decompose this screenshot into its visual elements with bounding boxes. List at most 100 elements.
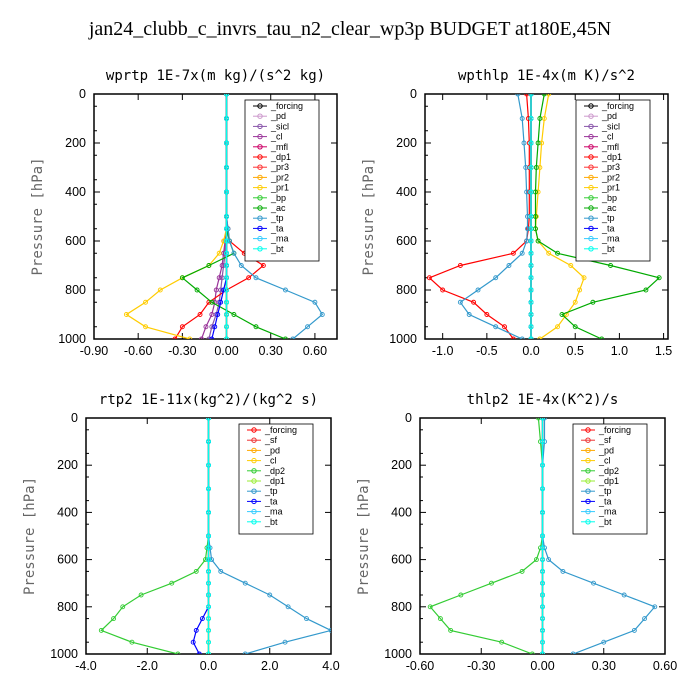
data-point xyxy=(528,165,534,170)
x-tick-label: -2.0 xyxy=(136,659,158,673)
legend-marker xyxy=(588,215,594,221)
legend-label: _ta xyxy=(270,223,284,233)
legend-marker xyxy=(588,195,594,201)
y-tick-label: 600 xyxy=(391,553,412,567)
data-point xyxy=(546,94,552,97)
data-point xyxy=(218,568,224,574)
data-point xyxy=(224,116,229,121)
data-point xyxy=(209,312,215,317)
data-point xyxy=(523,165,529,170)
series-line-tp xyxy=(459,94,529,339)
data-point xyxy=(206,651,211,654)
y-tick-label: 0 xyxy=(79,87,86,101)
data-point xyxy=(283,336,288,339)
legend-label: _ta xyxy=(601,223,615,233)
x-tick-label: -0.90 xyxy=(80,344,109,358)
data-point xyxy=(535,418,541,421)
legend-marker xyxy=(257,144,263,150)
data-point xyxy=(570,651,576,654)
data-point xyxy=(224,140,229,146)
legend-label: _pr2 xyxy=(601,172,620,182)
data-point xyxy=(209,336,215,339)
series-line-dp1 xyxy=(428,94,530,339)
data-point xyxy=(215,312,221,317)
data-point xyxy=(206,336,212,339)
plot-frame xyxy=(93,93,338,340)
data-point xyxy=(590,299,596,305)
legend-marker xyxy=(585,519,591,525)
x-tick-label: 2.0 xyxy=(261,659,278,673)
legend-marker xyxy=(257,123,263,130)
legend-marker xyxy=(257,205,263,211)
data-point xyxy=(206,639,211,645)
legend-marker xyxy=(588,225,594,232)
legend-label: _dp1 xyxy=(601,152,622,162)
data-point xyxy=(216,250,222,256)
data-point xyxy=(519,336,525,339)
data-point xyxy=(282,639,288,645)
data-point xyxy=(519,116,525,121)
data-point xyxy=(285,604,291,610)
data-point xyxy=(123,312,129,317)
data-point xyxy=(499,639,505,645)
data-point xyxy=(555,250,560,256)
data-point xyxy=(260,263,266,268)
legend-marker xyxy=(251,488,257,494)
data-point xyxy=(528,140,534,146)
x-tick-label: 0.0 xyxy=(200,659,217,673)
legend-marker xyxy=(588,235,594,242)
legend-label: _pr3 xyxy=(270,162,289,172)
data-point xyxy=(540,627,545,633)
legend-label: _dp1 xyxy=(270,152,291,162)
legend-label: _forcing xyxy=(598,425,631,435)
panel-title: wprtp 1E-7x(m kg)/(s^2 kg) xyxy=(106,68,325,84)
data-point xyxy=(206,263,212,268)
y-tick-label: 1000 xyxy=(50,647,78,661)
data-point xyxy=(206,509,211,515)
legend-label: _cl xyxy=(270,132,283,142)
legend-label: _tp xyxy=(601,213,615,223)
data-point xyxy=(493,324,499,330)
data-point xyxy=(528,116,534,121)
legend-label: _pr1 xyxy=(601,183,620,193)
y-tick-label: 600 xyxy=(57,553,78,567)
data-point xyxy=(206,568,211,574)
legend-marker xyxy=(251,457,257,464)
legend-marker xyxy=(588,184,594,191)
data-point xyxy=(440,287,446,293)
legend-marker xyxy=(588,164,594,170)
legend-marker xyxy=(585,457,591,464)
legend-marker xyxy=(585,508,591,515)
data-point xyxy=(475,287,481,293)
data-point xyxy=(458,592,464,598)
y-tick-label: 200 xyxy=(391,458,412,472)
data-point xyxy=(213,287,219,293)
data-point xyxy=(493,275,499,281)
legend-label: _tp xyxy=(270,213,284,223)
legend-marker xyxy=(585,447,591,454)
legend-label: _pd xyxy=(270,111,286,121)
data-point xyxy=(253,324,259,330)
data-point xyxy=(608,263,614,268)
data-point xyxy=(196,651,202,654)
data-point xyxy=(652,604,658,610)
y-tick-label: 400 xyxy=(391,505,412,519)
legend-label: _pd xyxy=(264,445,280,455)
legend-label: _pr1 xyxy=(270,183,289,193)
data-point xyxy=(319,312,325,317)
x-tick-label: -0.30 xyxy=(168,344,197,358)
y-tick-label: 1000 xyxy=(58,332,86,346)
data-point xyxy=(528,263,534,268)
data-point xyxy=(312,299,318,305)
legend-marker xyxy=(251,427,257,433)
data-point xyxy=(599,336,605,339)
data-point xyxy=(540,557,545,563)
data-point xyxy=(224,287,229,293)
data-point xyxy=(524,94,530,97)
y-tick-label: 0 xyxy=(71,411,78,425)
data-point xyxy=(540,580,545,586)
legend-marker xyxy=(585,427,591,433)
data-point xyxy=(290,336,296,339)
x-tick-label: 1.5 xyxy=(655,344,672,358)
data-point xyxy=(642,616,648,622)
